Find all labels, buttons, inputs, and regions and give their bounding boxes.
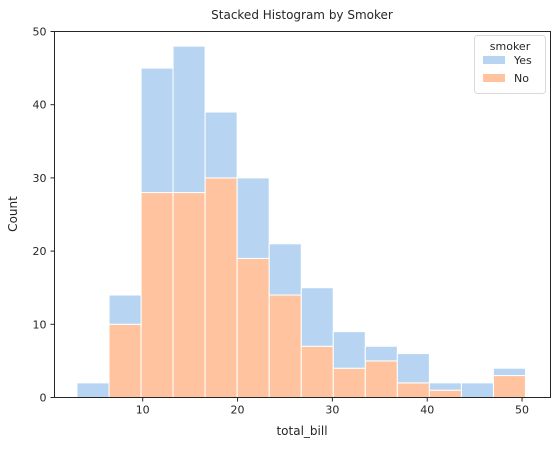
bar-yes-bin-11 <box>428 382 462 391</box>
y-tick-label-0: 0 <box>40 392 47 405</box>
legend-label-no: No <box>514 72 529 85</box>
bar-no-bin-8 <box>332 367 366 399</box>
bar-yes-bin-12 <box>460 382 494 398</box>
bar-no-bin-5 <box>236 257 270 399</box>
bar-yes-bin-7 <box>300 287 334 347</box>
bar-yes-bin-9 <box>364 345 398 362</box>
legend-label-yes: Yes <box>513 54 532 67</box>
bars-layer <box>76 45 526 399</box>
x-tick-label-10: 10 <box>136 404 150 417</box>
bar-no-bin-3 <box>172 192 206 398</box>
y-tick-label-10: 10 <box>33 318 47 331</box>
bar-yes-bin-13 <box>492 367 526 377</box>
y-tick-label-40: 40 <box>33 99 47 112</box>
x-tick-label-20: 20 <box>231 404 245 417</box>
y-axis-title: Count <box>6 196 20 232</box>
x-tick-label-50: 50 <box>515 404 529 417</box>
bar-yes-bin-10 <box>396 353 430 384</box>
legend-swatch-no <box>483 74 505 82</box>
bar-no-bin-13 <box>492 375 526 399</box>
bar-no-bin-9 <box>364 360 398 398</box>
bar-no-bin-11 <box>428 389 462 398</box>
bar-yes-bin-5 <box>236 177 270 259</box>
bar-yes-bin-3 <box>172 45 206 194</box>
legend-title: smoker <box>490 40 531 53</box>
bar-yes-bin-6 <box>268 243 302 296</box>
bar-yes-bin-1 <box>108 294 142 325</box>
x-tick-label-40: 40 <box>420 404 434 417</box>
legend-swatch-yes <box>483 56 505 64</box>
bar-yes-bin-2 <box>140 67 174 194</box>
bar-yes-bin-8 <box>332 331 366 369</box>
legend: smoker Yes No <box>474 35 546 94</box>
bar-no-bin-10 <box>396 382 430 398</box>
y-tick-label-20: 20 <box>33 245 47 258</box>
bar-no-bin-2 <box>140 192 174 398</box>
y-axis-ticks: 0 10 20 30 40 50 <box>33 26 55 405</box>
bar-no-bin-7 <box>300 345 334 399</box>
bar-no-bin-6 <box>268 294 302 398</box>
x-axis-title: total_bill <box>276 424 327 438</box>
chart-title: Stacked Histogram by Smoker <box>211 8 393 22</box>
y-tick-label-30: 30 <box>33 172 47 185</box>
bar-no-bin-1 <box>108 323 142 398</box>
bar-no-bin-4 <box>204 177 238 398</box>
x-tick-label-30: 30 <box>325 404 339 417</box>
plot-frame <box>54 31 551 398</box>
x-axis-ticks: 10 20 30 40 50 <box>136 397 529 417</box>
bar-yes-bin-0 <box>76 382 110 398</box>
y-tick-label-50: 50 <box>33 26 47 39</box>
bar-yes-bin-4 <box>204 111 238 179</box>
